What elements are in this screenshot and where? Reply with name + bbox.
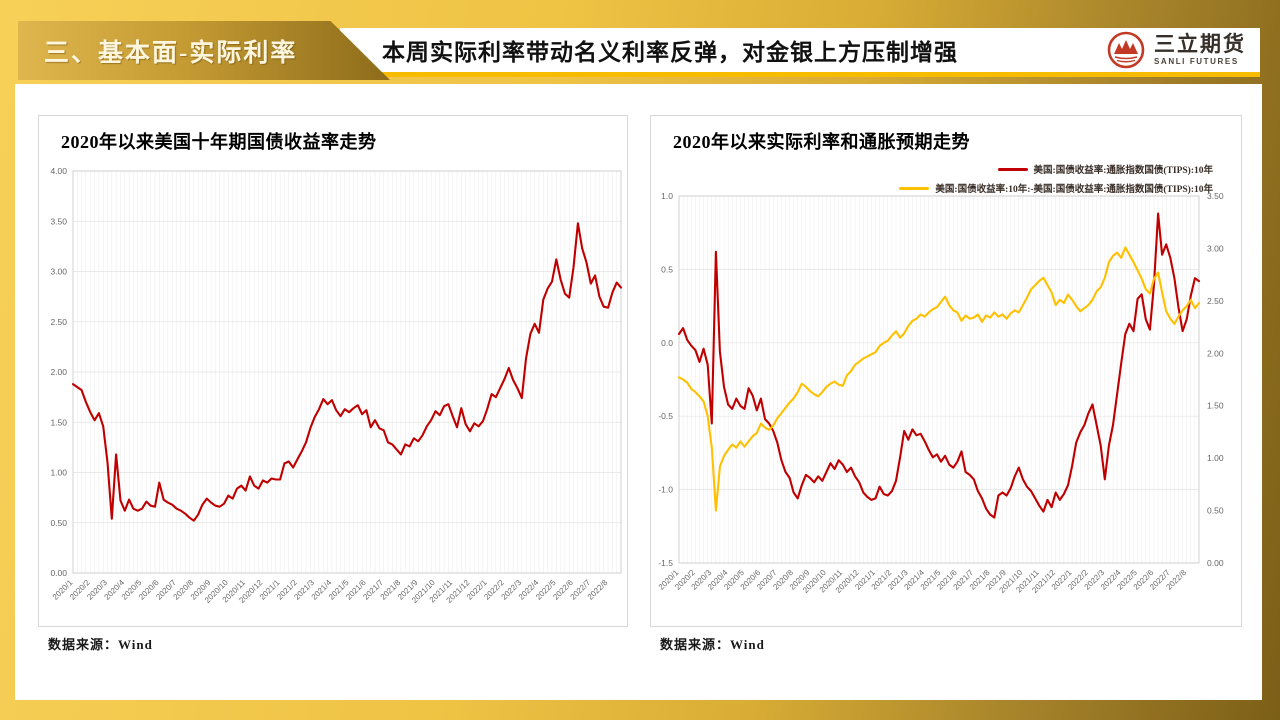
svg-text:3.50: 3.50 [1207,191,1224,201]
svg-text:4.00: 4.00 [50,166,67,176]
nominal-yield-chart-panel: 4.00 3.50 3.00 2.50 2.00 1.50 1.00 0.50 0.00 2020… [38,115,628,627]
svg-text:2.50: 2.50 [50,317,67,327]
tips-series-label: 美国:国债收益率:通胀指数国债(TIPS):10年 [1033,166,1213,176]
svg-text:0.00: 0.00 [1207,558,1224,568]
svg-text:2.00: 2.00 [1207,348,1224,358]
svg-text:0.00: 0.00 [50,568,67,578]
svg-text:2.00: 2.00 [50,367,67,377]
svg-text:1.00: 1.00 [1207,453,1224,463]
svg-text:1.00: 1.00 [50,468,67,478]
header-gold-underline [340,72,1260,77]
header-title-bar: 本周实际利率带动名义利率反弹，对金银上方压制增强 三立期货 SANLI FUTU… [340,28,1260,72]
sanli-mountain-logo-icon [1107,31,1145,69]
company-logo: 三立期货 SANLI FUTURES [1106,30,1246,70]
real-rate-chart-panel: 1.0 0.5 0.0 -0.5 -1.0 -1.5 3.50 3.00 2.50 2.00 1.5… [650,115,1242,627]
svg-text:0.0: 0.0 [661,338,673,348]
svg-text:0.50: 0.50 [50,518,67,528]
svg-text:-1.0: -1.0 [658,485,673,495]
svg-text:3.50: 3.50 [50,216,67,226]
breakeven-series-label: 美国:国债收益率:10年:-美国:国债收益率:通胀指数国债(TIPS):10年 [935,185,1213,195]
section-badge-label: 三、基本面-实际利率 [44,39,298,67]
slide-headline: 本周实际利率带动名义利率反弹，对金银上方压制增强 [382,40,958,65]
svg-text:2.50: 2.50 [1207,296,1224,306]
svg-text:1.50: 1.50 [50,417,67,427]
svg-text:3.00: 3.00 [1207,243,1224,253]
slide-content-area: 4.00 3.50 3.00 2.50 2.00 1.50 1.00 0.50 0.00 2020… [15,84,1262,700]
logo-name-en: SANLI FUTURES [1154,57,1239,66]
nominal-yield-chart-canvas: 4.003.503.002.502.001.501.000.500.002020… [50,166,623,605]
tips-series-swatch [997,167,1028,171]
legend-item-tips: 美国:国债收益率:通胀指数国债(TIPS):10年 [997,162,1213,176]
real-rate-chart-title: 2020年以来实际利率和通胀预期走势 [673,132,970,152]
svg-text:1.0: 1.0 [661,191,673,201]
real-rate-chart-canvas: 1.0 0.5 0.0 -0.5 -1.0 -1.5 3.50 3.00 2.50 2.00 1.5… [657,191,1224,595]
svg-text:1.50: 1.50 [1207,401,1224,411]
svg-text:2022/8: 2022/8 [586,578,610,602]
data-source-note-right: 数据来源：Wind [660,637,765,652]
section-badge: 三、基本面-实际利率 [18,21,390,80]
legend-item-breakeven: 美国:国债收益率:10年:-美国:国债收益率:通胀指数国债(TIPS):10年 [899,181,1213,195]
svg-text:0.5: 0.5 [661,264,673,274]
svg-text:3.00: 3.00 [50,267,67,277]
svg-text:0.50: 0.50 [1207,506,1224,516]
logo-name-cn: 三立期货 [1154,33,1246,56]
breakeven-series-swatch [899,186,930,190]
svg-text:-0.5: -0.5 [658,411,673,421]
svg-text:-1.5: -1.5 [658,558,673,568]
nominal-yield-chart-title: 2020年以来美国十年期国债收益率走势 [61,132,377,152]
data-source-note-left: 数据来源：Wind [48,637,153,652]
real-rate-chart-legend: 美国:国债收益率:通胀指数国债(TIPS):10年 美国:国债收益率:10年:-… [899,162,1213,195]
